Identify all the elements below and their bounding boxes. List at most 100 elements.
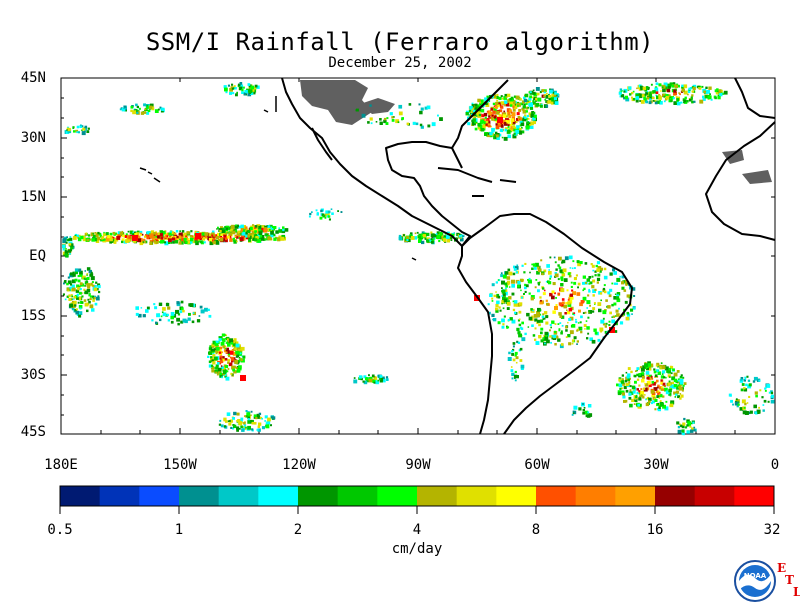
rain-pixel bbox=[138, 107, 141, 110]
rain-pixel bbox=[252, 228, 255, 231]
rain-pixel bbox=[197, 240, 200, 243]
rain-pixel bbox=[248, 239, 251, 242]
rain-pixel bbox=[547, 100, 552, 104]
rain-pixel bbox=[646, 377, 648, 379]
rain-pixel bbox=[663, 100, 666, 103]
rain-pixel bbox=[648, 383, 652, 388]
rain-pixel bbox=[517, 115, 521, 119]
rain-pixel bbox=[235, 93, 238, 97]
rain-pixel bbox=[566, 309, 568, 312]
rain-pixel bbox=[504, 93, 508, 97]
rain-pixel bbox=[567, 321, 569, 324]
rain-pixel bbox=[245, 426, 247, 429]
rain-pixel bbox=[670, 98, 673, 101]
rain-pixel bbox=[65, 251, 67, 254]
rain-pixel bbox=[264, 233, 267, 236]
rain-pixel bbox=[585, 320, 588, 322]
rain-pixel bbox=[505, 297, 509, 301]
rain-pixel bbox=[502, 323, 505, 326]
rain-pixel bbox=[245, 231, 248, 234]
rain-pixel bbox=[530, 297, 534, 301]
rain-pixel bbox=[497, 102, 502, 106]
rain-pixel bbox=[508, 271, 513, 276]
etl-letter-l: L bbox=[793, 585, 800, 599]
rain-pixel bbox=[356, 108, 359, 112]
rain-pixel bbox=[73, 130, 76, 133]
rain-pixel bbox=[117, 231, 121, 235]
rain-pixel bbox=[629, 93, 632, 96]
rain-pixel bbox=[477, 98, 481, 103]
rain-pixel bbox=[669, 395, 672, 397]
rain-pixel bbox=[643, 95, 646, 99]
rain-pixel bbox=[679, 381, 684, 385]
rain-pixel bbox=[228, 354, 231, 358]
rain-pixel bbox=[109, 232, 113, 236]
rain-pixel bbox=[77, 131, 80, 134]
rain-pixel bbox=[190, 230, 193, 233]
rain-pixel bbox=[587, 316, 590, 319]
rain-pixel bbox=[657, 365, 659, 368]
noaa-logo-icon[interactable]: NOAA bbox=[733, 560, 779, 602]
rain-pixel bbox=[638, 384, 641, 387]
rain-pixel bbox=[234, 87, 237, 90]
rain-pixel bbox=[471, 102, 474, 105]
rain-pixel bbox=[587, 411, 590, 414]
rain-pixel bbox=[705, 86, 708, 89]
rain-pixel bbox=[225, 420, 228, 423]
rain-pixel bbox=[639, 393, 641, 396]
rain-pixel bbox=[282, 226, 285, 229]
rain-pixel bbox=[68, 241, 71, 244]
rain-pixel bbox=[656, 379, 659, 383]
rain-pixel bbox=[621, 286, 625, 290]
rain-pixel bbox=[180, 320, 184, 324]
rain-pixel bbox=[690, 98, 693, 101]
rain-pixel bbox=[668, 380, 671, 383]
rain-pixel bbox=[496, 99, 499, 102]
rain-pixel bbox=[603, 275, 608, 280]
rain-pixel bbox=[239, 84, 244, 89]
rain-pixel bbox=[571, 289, 574, 292]
rain-pixel bbox=[438, 232, 443, 236]
rain-pixel bbox=[217, 348, 222, 353]
rain-pixel bbox=[218, 338, 222, 342]
rain-pixel bbox=[491, 300, 494, 302]
rain-pixel bbox=[600, 267, 603, 271]
rain-pixel bbox=[222, 358, 226, 362]
rain-pixel bbox=[495, 309, 499, 313]
rain-pixel bbox=[583, 407, 586, 409]
rain-pixel bbox=[66, 295, 69, 298]
rain-pixel bbox=[531, 315, 534, 318]
rain-pixel bbox=[580, 315, 583, 319]
rain-pixel bbox=[657, 402, 660, 405]
rain-pixel bbox=[91, 238, 95, 242]
rain-pixel bbox=[681, 387, 684, 390]
rain-pixel bbox=[504, 127, 508, 131]
rain-pixel bbox=[615, 296, 620, 300]
rain-pixel bbox=[446, 239, 450, 243]
rain-pixel bbox=[259, 416, 263, 420]
rain-pixel bbox=[503, 119, 506, 122]
rain-pixel bbox=[568, 255, 573, 260]
rain-pixel bbox=[528, 112, 532, 116]
rain-pixel bbox=[84, 285, 86, 287]
rain-pixel bbox=[252, 231, 255, 234]
rain-pixel bbox=[70, 243, 74, 247]
rain-pixel bbox=[507, 126, 510, 128]
rain-pixel bbox=[502, 296, 506, 301]
rain-pixel bbox=[526, 122, 531, 127]
rain-pixel bbox=[715, 90, 720, 95]
rain-pixel bbox=[516, 125, 520, 129]
rain-pixel bbox=[616, 277, 621, 282]
rain-pixel bbox=[248, 233, 253, 237]
rain-pixel bbox=[225, 349, 230, 354]
rain-pixel bbox=[655, 82, 659, 86]
rain-pixel bbox=[220, 238, 224, 242]
rain-pixel bbox=[150, 230, 155, 234]
rain-pixel bbox=[212, 354, 216, 358]
rain-pixel bbox=[660, 379, 663, 382]
rain-pixel bbox=[551, 290, 555, 294]
rain-pixel bbox=[539, 296, 542, 299]
rain-pixel bbox=[638, 403, 642, 407]
rain-pixel bbox=[478, 108, 482, 112]
rain-pixel bbox=[470, 111, 473, 113]
